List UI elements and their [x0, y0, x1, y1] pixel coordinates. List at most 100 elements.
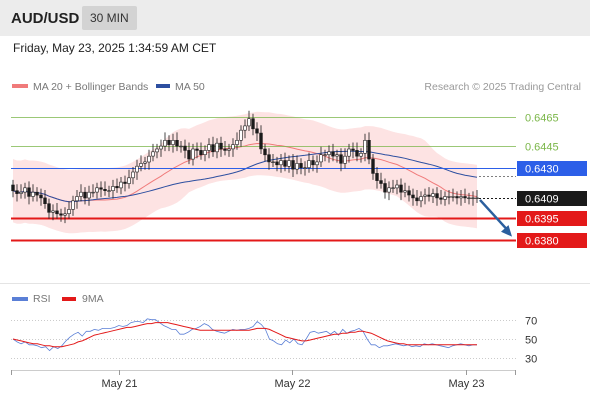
- candle: [291, 154, 295, 177]
- candle-body: [271, 161, 275, 163]
- candle: [283, 152, 287, 172]
- candle-body: [367, 140, 371, 160]
- candle: [379, 172, 383, 189]
- candle: [159, 139, 163, 157]
- candle-body: [287, 160, 291, 167]
- candle: [399, 178, 403, 201]
- candle: [75, 190, 79, 209]
- candle-body: [359, 153, 363, 157]
- candle-body: [323, 154, 327, 156]
- candle-body: [283, 160, 287, 167]
- credit-label: Research © 2025 Trading Central: [424, 81, 581, 93]
- level-label-0.6380: 0.6380: [525, 236, 559, 248]
- candle-body: [127, 177, 131, 184]
- candle-body: [243, 125, 247, 131]
- candle: [427, 187, 431, 202]
- candle: [367, 132, 371, 165]
- candle-body: [295, 163, 299, 170]
- rsi-legend-swatch: [12, 297, 28, 301]
- candle-body: [343, 155, 347, 164]
- candle-body: [91, 191, 95, 194]
- candle: [431, 188, 435, 203]
- candle: [439, 190, 443, 205]
- candle-body: [435, 193, 439, 199]
- candle: [419, 191, 423, 208]
- candle: [319, 146, 323, 167]
- candle: [55, 203, 59, 219]
- candle: [375, 167, 379, 189]
- candle: [443, 191, 447, 206]
- candle-body: [179, 145, 183, 148]
- candle: [347, 143, 351, 163]
- candle: [275, 156, 279, 172]
- candle-body: [387, 187, 391, 193]
- candle: [447, 190, 451, 205]
- candle: [227, 143, 231, 157]
- candle: [351, 142, 355, 159]
- candle: [403, 182, 407, 198]
- candle-body: [423, 194, 427, 197]
- candle-body: [355, 150, 359, 157]
- candle: [383, 178, 387, 199]
- level-label-0.6465: 0.6465: [525, 113, 559, 125]
- candle-body: [291, 160, 295, 170]
- candle-body: [275, 161, 279, 166]
- candle-body: [139, 163, 143, 167]
- candle: [387, 181, 391, 201]
- candle-body: [331, 151, 335, 157]
- candle: [191, 143, 195, 166]
- candle: [179, 141, 183, 153]
- candle-body: [51, 210, 55, 213]
- candle: [215, 138, 219, 159]
- candle-body: [439, 197, 443, 200]
- candle: [67, 201, 71, 219]
- candle: [339, 148, 343, 172]
- candle: [263, 143, 267, 162]
- candle-body: [347, 148, 351, 157]
- candle-body: [27, 187, 31, 197]
- arrow-head: [501, 225, 512, 237]
- candle-body: [15, 190, 19, 194]
- candle-body: [303, 167, 307, 169]
- bollinger-legend-swatch: [12, 84, 28, 88]
- candle-body: [79, 191, 83, 197]
- candle-body: [87, 191, 91, 199]
- candle: [411, 188, 415, 206]
- candle: [183, 139, 187, 159]
- candle: [35, 187, 39, 202]
- candle-body: [99, 187, 103, 190]
- level-badge-0.6430: [517, 161, 587, 176]
- rsi-ma-legend-swatch: [62, 297, 76, 301]
- candle: [79, 184, 83, 202]
- candle: [255, 122, 259, 141]
- candle-body: [251, 118, 255, 130]
- candle: [167, 135, 171, 152]
- candle-body: [407, 190, 411, 196]
- candle-body: [199, 150, 203, 155]
- level-label-0.6430: 0.6430: [525, 164, 559, 176]
- candle-body: [339, 154, 343, 164]
- level-label-0.6445: 0.6445: [525, 142, 559, 154]
- candle: [455, 191, 459, 205]
- candle-body: [443, 196, 447, 200]
- candle: [91, 184, 95, 198]
- candle-body: [123, 181, 127, 184]
- candle-body: [379, 180, 383, 184]
- candle-body: [351, 148, 355, 151]
- timeframe-badge[interactable]: 30 MIN: [82, 6, 137, 30]
- ma50-legend-label: MA 50: [175, 81, 205, 93]
- candle: [251, 113, 255, 136]
- candle-body: [35, 191, 39, 196]
- candle-body: [419, 196, 423, 202]
- candle-body: [315, 161, 319, 166]
- candle: [363, 133, 367, 162]
- candle: [435, 187, 439, 206]
- x-axis: May 21 May 22 May 23: [11, 370, 516, 390]
- candle-body: [147, 155, 151, 163]
- key-levels: [11, 117, 516, 242]
- candle-body: [183, 145, 187, 151]
- candle: [475, 190, 479, 203]
- rsi-ma-line: [12, 322, 477, 348]
- candle: [459, 190, 463, 206]
